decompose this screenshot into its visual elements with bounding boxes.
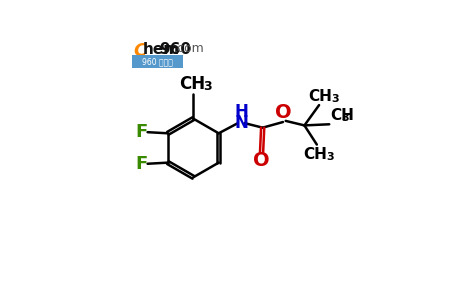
Text: CH: CH: [303, 147, 327, 162]
Text: 960: 960: [159, 42, 191, 57]
Text: H: H: [235, 103, 249, 121]
Text: hem: hem: [143, 42, 180, 57]
Text: O: O: [253, 151, 270, 170]
Text: 3: 3: [326, 152, 334, 162]
Text: CH: CH: [308, 88, 332, 103]
Text: F: F: [136, 155, 148, 173]
Text: 3: 3: [203, 80, 212, 93]
Text: O: O: [275, 103, 292, 122]
Text: 960 化工网: 960 化工网: [142, 57, 173, 66]
Text: 3: 3: [341, 113, 348, 123]
Text: CH: CH: [330, 108, 354, 123]
Text: CH: CH: [179, 75, 205, 93]
Bar: [132, 55, 183, 68]
Text: F: F: [136, 123, 148, 141]
Text: 3: 3: [331, 94, 338, 104]
Text: .com: .com: [174, 42, 205, 55]
Text: C: C: [134, 42, 147, 60]
Text: N: N: [235, 114, 249, 132]
